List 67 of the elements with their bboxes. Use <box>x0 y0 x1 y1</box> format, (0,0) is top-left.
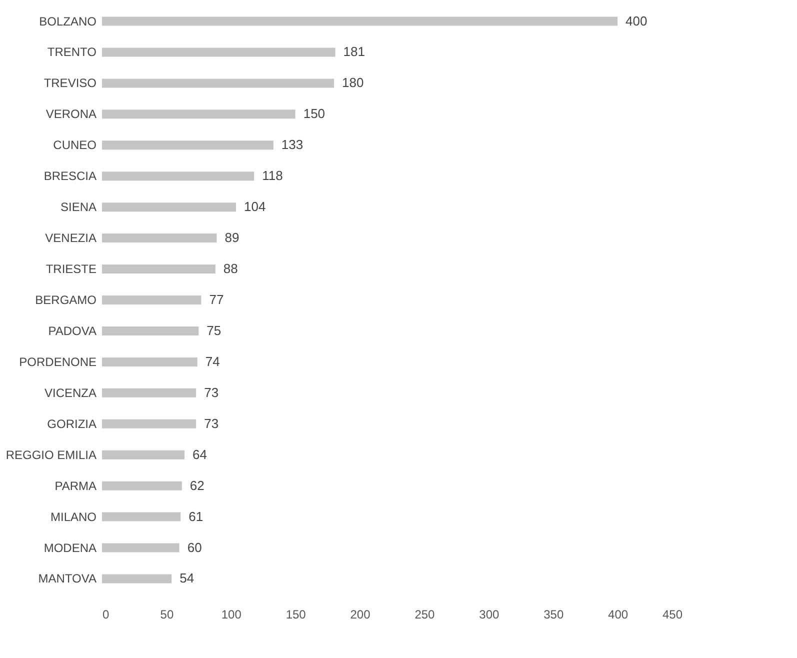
data-label: 77 <box>209 292 224 307</box>
y-tick-label: PORDENONE <box>19 354 96 369</box>
y-tick-label: TRENTO <box>47 45 96 60</box>
bar <box>102 140 274 150</box>
bar <box>102 512 181 522</box>
y-tick-label: VENEZIA <box>45 231 96 246</box>
y-tick-label: BOLZANO <box>39 14 96 28</box>
y-tick-label: MANTOVA <box>38 572 96 586</box>
bar <box>102 48 336 57</box>
x-tick-label: 400 <box>608 608 628 622</box>
y-tick-label: BERGAMO <box>35 293 96 307</box>
data-label: 73 <box>204 416 219 431</box>
bar <box>102 388 196 398</box>
data-label: 88 <box>223 261 238 276</box>
x-tick-label: 350 <box>544 608 564 622</box>
data-label: 104 <box>244 199 266 214</box>
bar <box>102 16 618 26</box>
y-tick-label: CUNEO <box>53 138 96 152</box>
data-label: 89 <box>224 230 240 246</box>
bar <box>102 574 172 584</box>
x-tick-label: 0 <box>102 608 110 622</box>
bar <box>102 543 180 552</box>
y-tick-label: MODENA <box>44 540 96 555</box>
y-tick-label: PARMA <box>54 478 96 493</box>
data-label: 75 <box>206 322 222 338</box>
bar <box>102 264 216 274</box>
data-label: 54 <box>180 570 194 586</box>
data-label: 400 <box>626 13 648 28</box>
bar <box>102 419 196 428</box>
data-label: 133 <box>281 137 304 152</box>
x-tick-label: 200 <box>350 608 371 622</box>
data-label: 150 <box>303 106 326 122</box>
bar <box>102 234 217 243</box>
bar <box>102 172 254 181</box>
y-tick-label: TRIESTE <box>46 262 96 276</box>
x-tick-label: 250 <box>414 608 436 622</box>
x-tick-label: 300 <box>479 608 500 622</box>
bar <box>102 357 198 366</box>
y-tick-label: MILANO <box>50 510 96 524</box>
y-tick-label: BRESCIA <box>44 169 96 184</box>
y-tick-label: VERONA <box>46 107 96 122</box>
data-label: 181 <box>343 44 365 60</box>
bar <box>102 78 334 88</box>
bar <box>102 110 296 119</box>
x-tick-label: 100 <box>221 608 242 622</box>
y-tick-label: REGGIO EMILIA <box>6 448 96 462</box>
bar <box>102 481 182 490</box>
y-tick-label: GORIZIA <box>47 416 96 431</box>
data-label: 118 <box>262 168 283 184</box>
bar <box>102 326 199 336</box>
y-tick-label: VICENZA <box>44 386 96 400</box>
y-tick-label: SIENA <box>60 200 96 214</box>
data-label: 74 <box>205 354 220 369</box>
data-label: 64 <box>192 446 207 462</box>
data-label: 60 <box>187 540 202 555</box>
x-tick-label: 50 <box>160 608 174 622</box>
y-tick-label: TREVISO <box>44 76 96 90</box>
x-tick-label: 450 <box>662 608 683 622</box>
data-label: 62 <box>190 478 204 493</box>
x-tick-label: 150 <box>286 608 306 622</box>
data-label: 61 <box>188 508 204 524</box>
data-label: 73 <box>204 384 219 400</box>
y-tick-label: PADOVA <box>48 324 96 338</box>
bar <box>102 202 236 212</box>
bar <box>102 296 202 304</box>
data-label: 180 <box>342 75 364 90</box>
bar <box>102 450 184 460</box>
